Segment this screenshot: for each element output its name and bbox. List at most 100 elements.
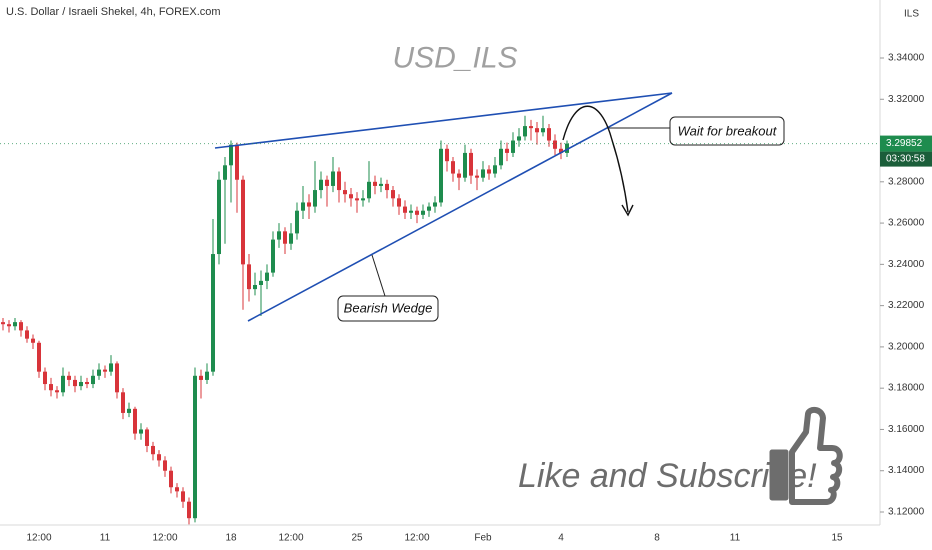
candle-body — [55, 390, 59, 393]
candle-body — [37, 342, 41, 372]
candle-body — [559, 148, 563, 153]
y-tick-label: 3.16000 — [888, 424, 925, 435]
candle-body — [253, 284, 257, 290]
candle-body — [289, 233, 293, 244]
candle-body — [445, 148, 449, 162]
candle-body — [547, 128, 551, 141]
candle-body — [169, 470, 173, 488]
candle-body — [115, 363, 119, 393]
candle-body — [43, 371, 47, 385]
candle-body — [313, 190, 317, 207]
candle-body — [259, 280, 263, 285]
candle-body — [331, 171, 335, 186]
candle-body — [79, 381, 83, 387]
promo-text: Like and Subscribe! — [518, 457, 817, 495]
x-tick-label: 12:00 — [404, 533, 429, 544]
candle-body — [409, 210, 413, 213]
annotation: Wait for breakout — [678, 124, 778, 139]
x-tick-label: 8 — [654, 533, 660, 544]
candle-body — [421, 210, 425, 215]
candle-body — [145, 429, 149, 446]
x-tick-label: Feb — [474, 533, 492, 544]
candle-body — [493, 165, 497, 174]
countdown-label: 03:30:58 — [886, 154, 925, 165]
candle-body — [193, 375, 197, 519]
candle-body — [565, 143, 569, 153]
candle-body — [31, 338, 35, 343]
last-price-box — [880, 135, 932, 152]
y-tick-label: 3.32000 — [888, 94, 925, 105]
candle-body — [373, 181, 377, 186]
candle-body — [469, 152, 473, 176]
y-tick-label: 3.24000 — [888, 259, 925, 270]
candle-body — [487, 169, 491, 174]
x-tick-label: 25 — [351, 533, 363, 544]
candle-body — [553, 140, 557, 149]
countdown-box — [880, 151, 932, 167]
candle-body — [121, 392, 125, 413]
candle-body — [451, 161, 455, 174]
candle-body — [343, 190, 347, 195]
candle-body — [91, 375, 95, 385]
candle-body — [205, 371, 209, 380]
candle-body — [367, 181, 371, 199]
candle-body — [277, 231, 281, 240]
candle-body — [85, 381, 89, 385]
x-tick-label: 12:00 — [26, 533, 51, 544]
candle-body — [529, 126, 533, 129]
thumbs-up-icon — [769, 406, 843, 505]
x-tick-label: 4 — [558, 533, 564, 544]
candle-body — [283, 231, 287, 244]
candle-body — [319, 179, 323, 191]
callout-box — [337, 295, 439, 322]
candle-body — [73, 379, 77, 387]
candle-body — [175, 487, 179, 492]
wedge-lower-line — [247, 92, 673, 322]
candle-body — [481, 169, 485, 178]
candle-body — [211, 254, 215, 372]
candle-body — [427, 206, 431, 211]
breakout-arrow — [562, 105, 629, 213]
y-tick-label: 3.20000 — [888, 341, 925, 352]
candle-body — [511, 140, 515, 153]
candle-body — [139, 429, 143, 434]
currency-label: ILS — [904, 9, 919, 20]
candle-body — [133, 408, 137, 434]
candle-body — [325, 179, 329, 186]
x-tick-label: 12:00 — [152, 533, 177, 544]
arrow-head — [621, 204, 634, 217]
candle-body — [163, 460, 167, 471]
annotation: Bearish Wedge — [344, 301, 433, 316]
candle-body — [475, 175, 479, 178]
candle-body — [541, 128, 545, 133]
candle-body — [349, 194, 353, 199]
chart-title: USD_ILS — [392, 42, 517, 75]
last-price-label: 3.29852 — [886, 138, 923, 149]
candle-body — [199, 375, 203, 380]
candle-body — [157, 454, 161, 461]
candle-body — [301, 202, 305, 211]
candle-body — [19, 322, 23, 331]
candle-body — [379, 183, 383, 186]
candle-body — [355, 198, 359, 201]
y-tick-label: 3.22000 — [888, 300, 925, 311]
candle-body — [307, 202, 311, 207]
y-tick-label: 3.12000 — [888, 506, 925, 517]
y-tick-label: 3.18000 — [888, 383, 925, 394]
x-tick-label: 11 — [100, 533, 111, 544]
candle-body — [229, 144, 233, 166]
candle-body — [67, 375, 71, 380]
candle-body — [49, 384, 53, 391]
candle-body — [337, 171, 341, 191]
candle-body — [217, 179, 221, 255]
candle-body — [223, 165, 227, 180]
candle-body — [385, 183, 389, 191]
callout-line — [371, 254, 386, 297]
x-tick-label: 11 — [730, 533, 741, 544]
candle-body — [403, 206, 407, 213]
candle-body — [181, 491, 185, 502]
candle-body — [7, 324, 11, 327]
candle-body — [505, 148, 509, 153]
candle-body — [433, 202, 437, 207]
